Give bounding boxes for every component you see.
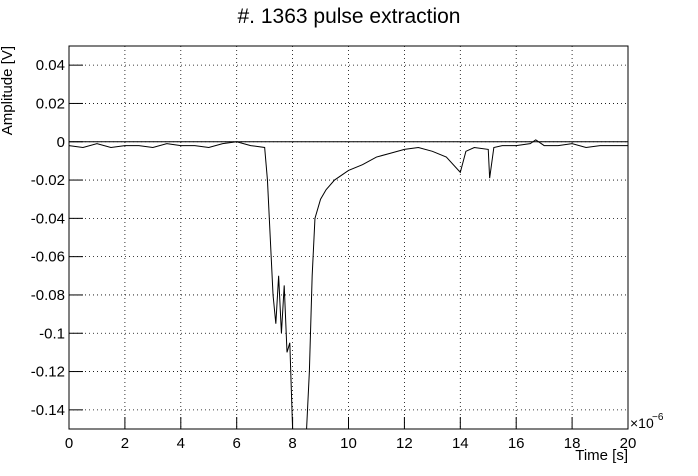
y-tick-label: -0.14 [31, 402, 65, 419]
x-tick-label: 12 [396, 435, 413, 452]
x-tick-label: 0 [65, 435, 73, 452]
x-tick-label: 8 [288, 435, 296, 452]
plot-frame [68, 45, 629, 430]
x-tick-label: 18 [564, 435, 581, 452]
y-tick-label: -0.12 [31, 364, 65, 381]
y-tick-label: -0.08 [31, 287, 65, 304]
data-line [68, 139, 628, 430]
y-tick-label: 0.04 [36, 57, 65, 74]
y-axis-label: Amplitude [V] [0, 46, 16, 135]
y-tick-label: -0.1 [39, 325, 65, 342]
x-scale-exponent: −6 [652, 412, 664, 423]
x-tick-label: 4 [177, 435, 185, 452]
y-tick-label: 0.02 [36, 95, 65, 112]
x-tick-label: 6 [233, 435, 241, 452]
x-axis-label: Time [s] [575, 447, 628, 464]
x-tick-label: 2 [121, 435, 129, 452]
y-tick-label: -0.06 [31, 249, 65, 266]
x-scale-base: ×10 [630, 415, 654, 431]
y-tick-label: -0.04 [31, 210, 65, 227]
chart-title: #. 1363 pulse extraction [238, 5, 461, 28]
x-tick-label: 20 [620, 435, 637, 452]
y-tick-label: 0 [57, 134, 65, 151]
x-tick-label: 10 [340, 435, 357, 452]
x-tick-label: 16 [508, 435, 525, 452]
y-tick-label: -0.02 [31, 172, 65, 189]
x-tick-label: 14 [452, 435, 469, 452]
